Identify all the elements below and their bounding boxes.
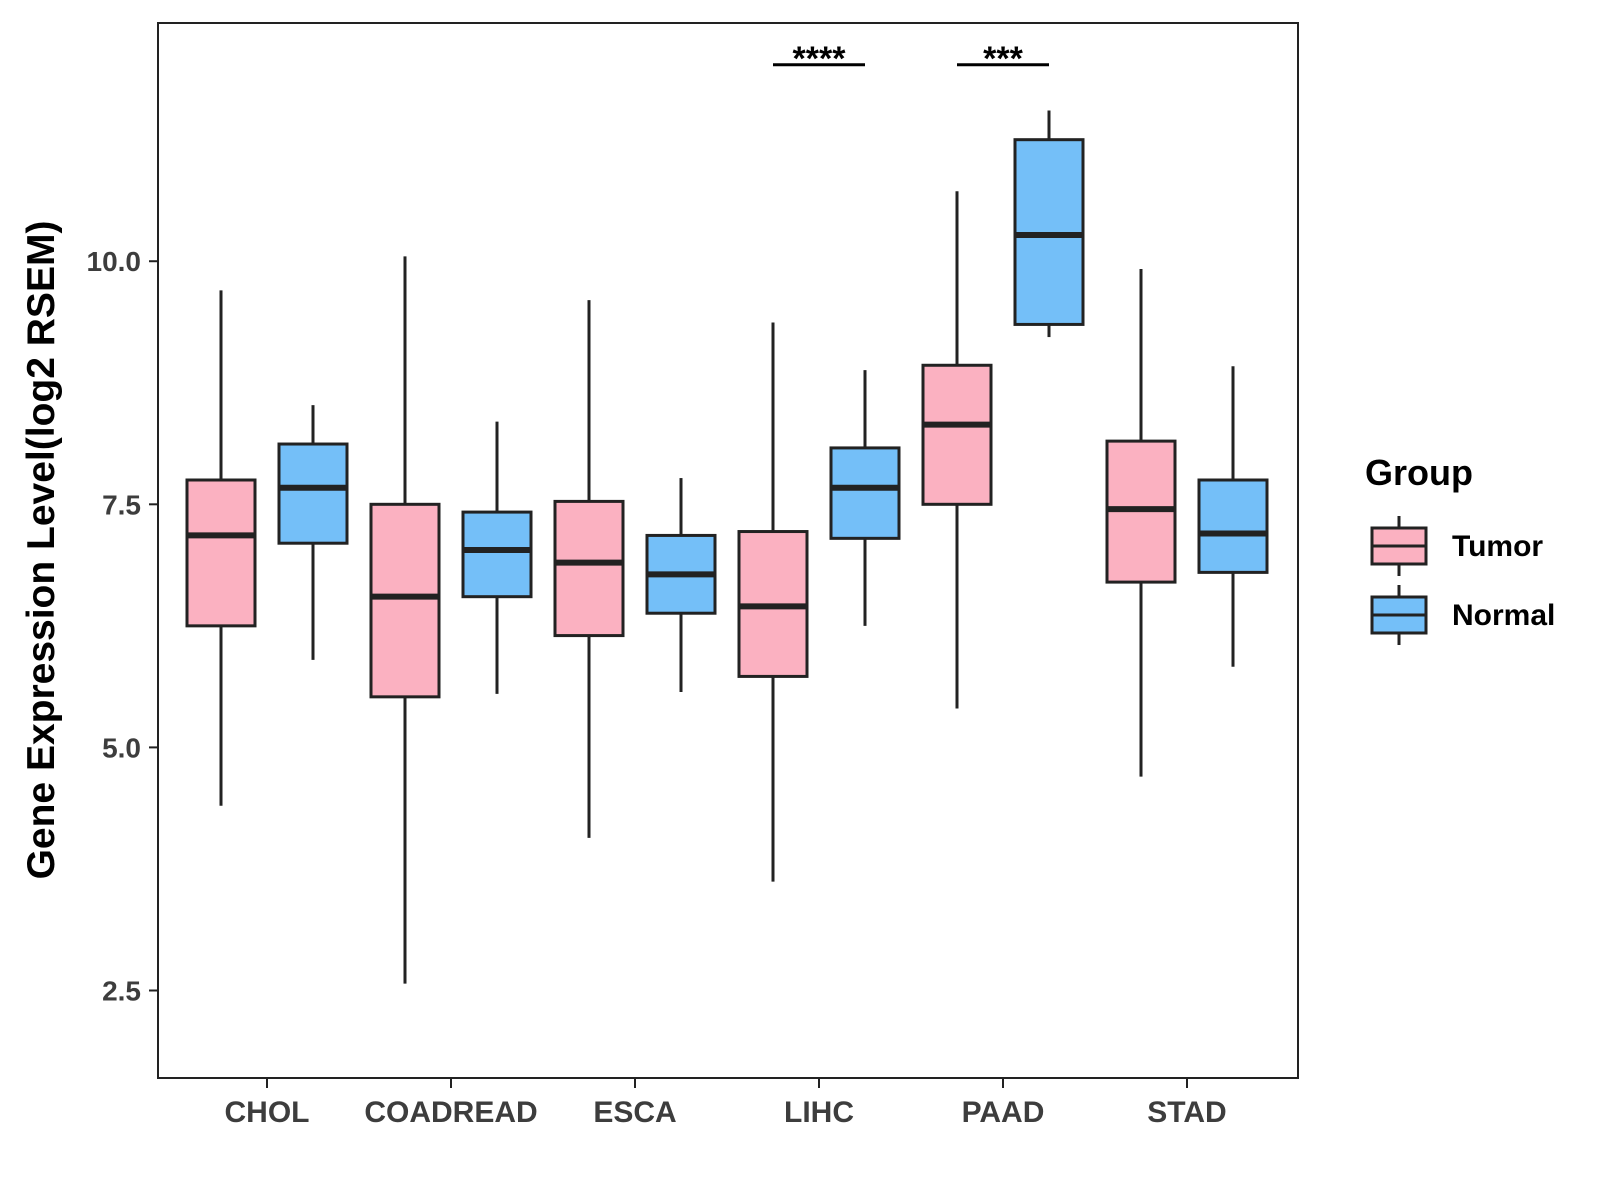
box-normal-coadread <box>461 421 533 694</box>
box-iqr <box>829 446 901 540</box>
box-tumor-esca <box>553 300 625 838</box>
box-iqr <box>461 510 533 599</box>
x-tick-label-lihc: LIHC <box>784 1096 854 1129</box>
y-tick-label: 2.5 <box>102 975 141 1006</box>
plot-panel-border <box>157 22 1299 1079</box>
significance-label: **** <box>793 40 847 78</box>
legend-entry-tumor: Tumor <box>1370 516 1543 576</box>
box-iqr <box>185 478 257 628</box>
y-tick-label: 10.0 <box>87 246 142 277</box>
legend: Group Tumor Normal <box>1365 452 1555 645</box>
x-tick-label-esca: ESCA <box>593 1096 676 1129</box>
x-axis: CHOL COADREAD ESCA LIHC PAAD STAD <box>225 1078 1227 1129</box>
y-tick-label: 7.5 <box>102 489 141 520</box>
box-iqr <box>1197 478 1269 574</box>
box-tumor-lihc <box>737 322 809 882</box>
x-tick-label-paad: PAAD <box>962 1096 1045 1129</box>
legend-label: Tumor <box>1452 530 1543 563</box>
box-series <box>185 110 1269 984</box>
y-tick-label: 5.0 <box>102 732 141 763</box>
box-tumor-stad <box>1105 269 1177 777</box>
box-tumor-coadread <box>369 256 441 984</box>
box-iqr <box>553 499 625 638</box>
box-tumor-chol <box>185 290 257 806</box>
legend-label: Normal <box>1452 599 1555 632</box>
box-normal-esca <box>645 478 717 692</box>
box-normal-paad <box>1013 110 1085 338</box>
y-axis: 2.5 5.0 7.5 10.0 <box>87 246 158 1006</box>
significance-annotations: **** *** <box>773 40 1049 78</box>
box-tumor-paad <box>921 191 993 709</box>
x-tick-label-coadread: COADREAD <box>364 1096 537 1129</box>
x-tick-label-chol: CHOL <box>225 1096 310 1129</box>
box-normal-lihc <box>829 370 901 626</box>
significance-label: *** <box>983 40 1023 78</box>
significance-paad: *** <box>957 40 1049 78</box>
box-iqr <box>277 442 349 545</box>
y-axis-title: Gene Expression Level(log2 RSEM) <box>20 221 63 880</box>
x-tick-label-stad: STAD <box>1147 1096 1226 1129</box>
legend-entry-normal: Normal <box>1370 585 1555 645</box>
box-iqr <box>921 363 993 506</box>
significance-lihc: **** <box>773 40 865 78</box>
box-normal-stad <box>1197 366 1269 667</box>
box-iqr <box>369 502 441 699</box>
legend-title: Group <box>1365 452 1473 493</box>
box-normal-chol <box>277 405 349 660</box>
